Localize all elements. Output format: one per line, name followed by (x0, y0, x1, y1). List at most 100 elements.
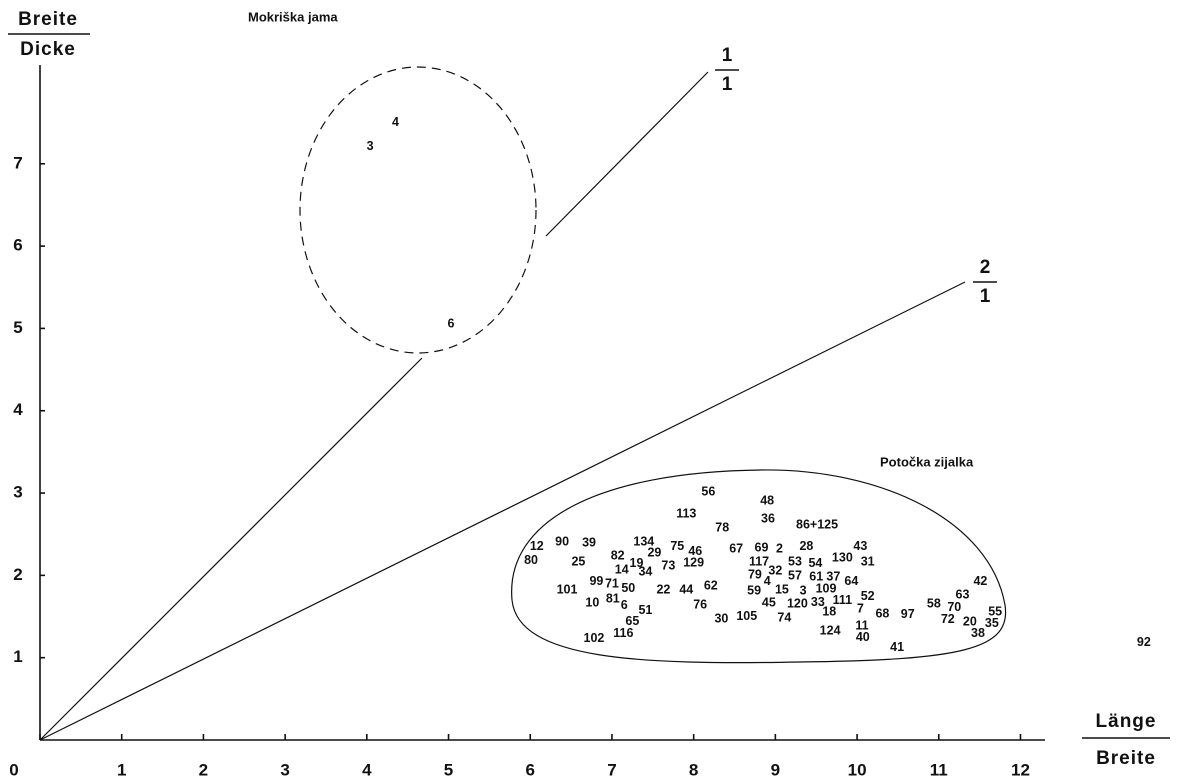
y-label-top: Breite (18, 9, 78, 30)
point-label: 79 (748, 568, 762, 582)
x-tick-label: 2 (199, 760, 208, 779)
point-label: 116 (613, 626, 633, 640)
point-label: 40 (856, 630, 870, 644)
x-tick-label: 1 (117, 760, 126, 779)
point-label: 111 (833, 593, 853, 607)
point-label: 33 (811, 595, 825, 609)
point-label: 117 (749, 554, 769, 568)
point-label: 42 (973, 574, 987, 588)
x-tick-label: 7 (607, 760, 616, 779)
y-tick-label: 6 (13, 236, 22, 255)
point-label: 25 (571, 554, 585, 568)
point-label: 69 (755, 540, 769, 554)
point-label: 15 (775, 582, 789, 596)
point-label: 56 (701, 485, 715, 499)
point-label: 19 (630, 556, 644, 570)
point-label: 102 (584, 631, 605, 645)
point-label: 20 (963, 615, 977, 629)
point-label: 43 (853, 539, 867, 553)
x-tick-label: 0 (9, 760, 18, 779)
ratio-label: 1 (722, 74, 733, 95)
point-label: 90 (555, 535, 569, 549)
point-label: 51 (638, 603, 652, 617)
point-label: 63 (956, 587, 970, 601)
point-label: 4 (764, 574, 771, 588)
point-label: 129 (683, 555, 704, 569)
point-label: 3 (800, 583, 807, 597)
x-tick-label: 5 (444, 760, 453, 779)
point-label: 61 (809, 569, 823, 583)
point-label: 75 (670, 539, 684, 553)
point-label: 74 (777, 610, 791, 624)
point-label: 120 (787, 596, 808, 610)
point-label: 64 (844, 574, 858, 588)
point-label: 124 (820, 624, 841, 638)
point-label: 2 (776, 541, 783, 555)
point-label: 3 (367, 139, 374, 153)
ratio-label: 1 (980, 286, 991, 307)
group-label: Potočka zijalka (880, 454, 974, 469)
point-label: 30 (714, 611, 728, 625)
group-outline (299, 66, 537, 354)
point-label: 50 (621, 581, 635, 595)
x-label-bottom: Breite (1096, 748, 1156, 769)
x-tick-label: 8 (689, 760, 698, 779)
group-label: Mokriška jama (248, 9, 338, 24)
point-label: 70 (947, 600, 961, 614)
point-label: 48 (760, 494, 774, 508)
point-label: 14 (615, 563, 629, 577)
y-label-bottom: Dicke (20, 39, 76, 60)
point-label: 67 (729, 541, 743, 555)
point-label: 28 (799, 539, 813, 553)
point-label: 44 (679, 582, 693, 596)
point-label: 92 (1137, 635, 1151, 649)
point-label: 97 (901, 607, 915, 621)
ratio-line (545, 71, 709, 237)
point-label: 55 (988, 605, 1002, 619)
point-label: 12 (530, 539, 544, 553)
x-tick-label: 11 (930, 760, 948, 779)
point-label: 59 (747, 583, 761, 597)
x-tick-label: 10 (848, 760, 867, 779)
point-label: 45 (762, 596, 776, 610)
point-label: 73 (661, 559, 675, 573)
point-label: 37 (826, 569, 840, 583)
point-label: 52 (861, 589, 875, 603)
point-label: 65 (625, 614, 639, 628)
point-label: 22 (656, 582, 670, 596)
y-tick-label: 4 (13, 400, 23, 419)
x-tick-label: 12 (1011, 760, 1030, 779)
point-label: 6 (621, 598, 628, 612)
group-outline (511, 469, 1007, 664)
point-label: 38 (971, 626, 985, 640)
point-label: 53 (788, 554, 802, 568)
y-tick-label: 5 (13, 318, 22, 337)
x-tick-label: 9 (771, 760, 780, 779)
point-label: 54 (808, 556, 822, 570)
point-label: 7 (857, 601, 864, 615)
point-label: 68 (875, 606, 889, 620)
point-label: 99 (589, 574, 603, 588)
point-label: 29 (647, 545, 661, 559)
x-tick-label: 4 (362, 760, 372, 779)
point-label: 41 (890, 640, 904, 654)
point-label: 72 (941, 612, 955, 626)
y-tick-label: 1 (13, 647, 22, 666)
point-label: 86+125 (796, 517, 838, 531)
point-label: 105 (736, 609, 757, 623)
point-label: 11 (855, 619, 868, 633)
point-label: 35 (985, 616, 999, 630)
x-label-top: Länge (1096, 711, 1157, 732)
y-tick-label: 7 (13, 153, 22, 172)
point-label: 80 (524, 553, 538, 567)
point-label: 58 (927, 596, 941, 610)
point-label: 6 (448, 317, 455, 331)
point-label: 36 (761, 512, 775, 526)
ratio-label: 1 (722, 45, 733, 66)
y-tick-label: 2 (13, 565, 22, 584)
point-label: 113 (676, 507, 696, 521)
point-label: 4 (392, 115, 399, 129)
point-label: 18 (822, 605, 836, 619)
point-label: 130 (832, 550, 853, 564)
